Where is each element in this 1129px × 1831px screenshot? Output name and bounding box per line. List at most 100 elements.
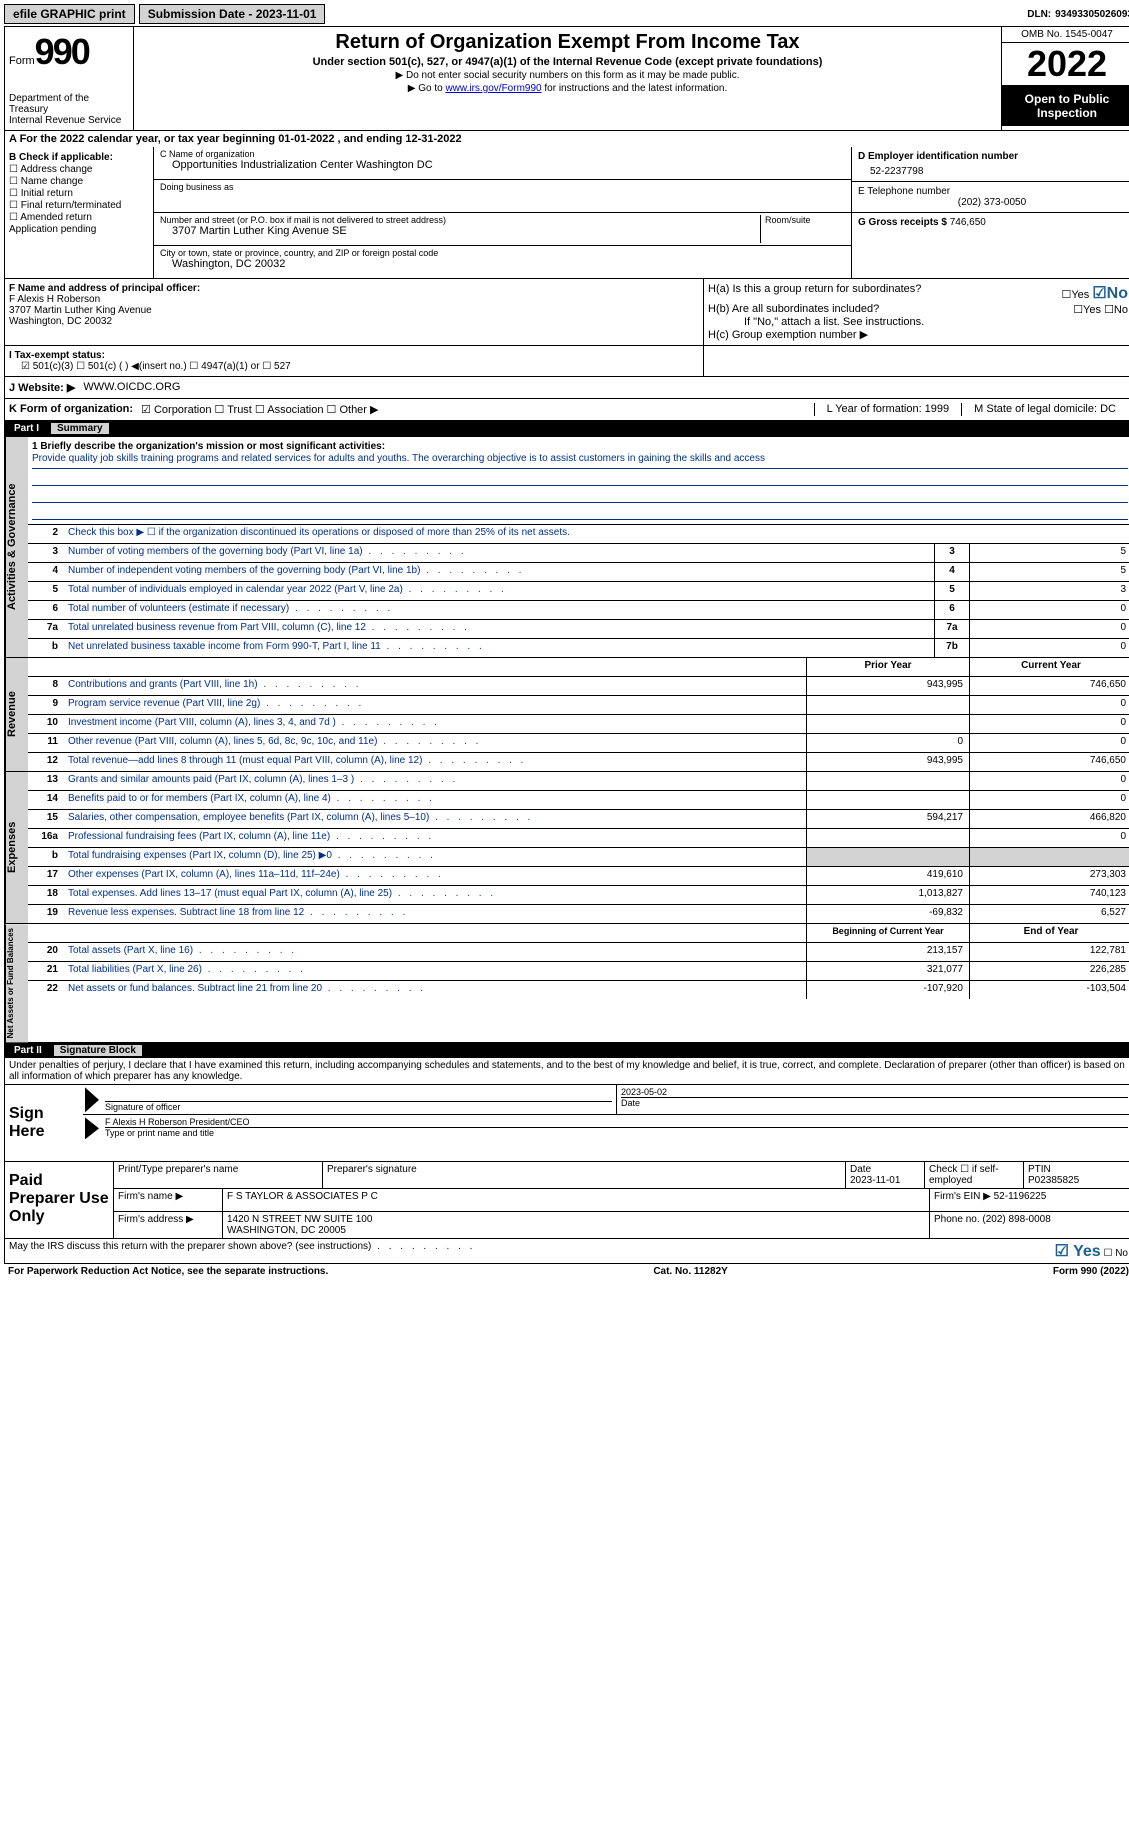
k-options[interactable]: ☑ Corporation ☐ Trust ☐ Association ☐ Ot…: [133, 403, 814, 416]
line-label: Investment income (Part VIII, column (A)…: [64, 715, 806, 733]
mission-text: Provide quality job skills training prog…: [32, 452, 1128, 469]
side-rev: Revenue: [5, 658, 28, 771]
discuss-yes[interactable]: ☑ Yes: [1055, 1243, 1101, 1260]
line-num: 22: [28, 981, 64, 999]
i-label: I Tax-exempt status:: [9, 350, 105, 361]
side-exp: Expenses: [5, 772, 28, 923]
firm-addr2: WASHINGTON, DC 20005: [227, 1225, 925, 1236]
ptin-value: P02385825: [1028, 1175, 1079, 1186]
prior-year-value: 213,157: [806, 943, 969, 961]
ha-yes[interactable]: ☐Yes: [1061, 289, 1089, 301]
cat-number: Cat. No. 11282Y: [653, 1266, 727, 1277]
prior-year-value: [806, 696, 969, 714]
summary-line: 11 Other revenue (Part VIII, column (A),…: [28, 734, 1129, 753]
side-ag: Activities & Governance: [5, 437, 28, 657]
prior-year-value: [806, 791, 969, 809]
summary-line: 16a Professional fundraising fees (Part …: [28, 829, 1129, 848]
submission-btn[interactable]: Submission Date - 2023-11-01: [139, 4, 326, 24]
line-label: Total assets (Part X, line 16): [64, 943, 806, 961]
line-num: 6: [28, 601, 64, 619]
line-value: 5: [969, 563, 1129, 581]
top-bar: efile GRAPHIC print Submission Date - 20…: [4, 4, 1129, 24]
form-title: Return of Organization Exempt From Incom…: [138, 31, 997, 54]
discuss-row: May the IRS discuss this return with the…: [4, 1239, 1129, 1264]
line-num: 11: [28, 734, 64, 752]
summary-line: 6 Total number of volunteers (estimate i…: [28, 601, 1129, 620]
form-number: 990: [35, 31, 89, 72]
discuss-no[interactable]: ☐ No: [1103, 1248, 1128, 1259]
line-num: 14: [28, 791, 64, 809]
city-state-zip: Washington, DC 20032: [160, 258, 845, 270]
summary-line: 3 Number of voting members of the govern…: [28, 544, 1129, 563]
self-employed-check[interactable]: Check ☐ if self-employed: [925, 1162, 1024, 1188]
netassets-section: Net Assets or Fund Balances Beginning of…: [4, 924, 1129, 1043]
chk-initial[interactable]: ☐ Initial return: [9, 188, 149, 199]
chk-address[interactable]: ☐ Address change: [9, 164, 149, 175]
i-options[interactable]: ☑ 501(c)(3) ☐ 501(c) ( ) ◀(insert no.) ☐…: [9, 361, 699, 372]
hb-yes[interactable]: ☐Yes: [1073, 304, 1101, 316]
l-year: L Year of formation: 1999: [814, 403, 962, 416]
current-year-value: 0: [969, 696, 1129, 714]
sign-here-block: Sign Here Signature of officer 2023-05-0…: [4, 1085, 1129, 1162]
tel-value: (202) 373-0050: [858, 197, 1126, 208]
line-num: 12: [28, 753, 64, 771]
line-label: Contributions and grants (Part VIII, lin…: [64, 677, 806, 695]
line-label: Total fundraising expenses (Part IX, col…: [64, 848, 806, 866]
line-value: 5: [969, 544, 1129, 562]
current-year-value: 226,285: [969, 962, 1129, 980]
line-num: 16a: [28, 829, 64, 847]
line-box: 4: [934, 563, 969, 581]
prep-sig-label: Preparer's signature: [323, 1162, 846, 1188]
part2-num: Part II: [10, 1045, 54, 1056]
line-num: 10: [28, 715, 64, 733]
current-year-value: -103,504: [969, 981, 1129, 999]
gross-value: 746,650: [950, 217, 986, 228]
firm-ein: 52-1196225: [994, 1191, 1047, 1202]
summary-line: 9 Program service revenue (Part VIII, li…: [28, 696, 1129, 715]
irs-link[interactable]: www.irs.gov/Form990: [445, 83, 541, 94]
line-label: Total unrelated business revenue from Pa…: [64, 620, 934, 638]
paperwork-notice: For Paperwork Reduction Act Notice, see …: [8, 1266, 328, 1277]
line-box: 3: [934, 544, 969, 562]
current-year-value: [969, 848, 1129, 866]
street-address: 3707 Martin Luther King Avenue SE: [160, 225, 760, 237]
paid-preparer-block: Paid Preparer Use Only Print/Type prepar…: [4, 1162, 1129, 1239]
line-label: Benefits paid to or for members (Part IX…: [64, 791, 806, 809]
summary-line: 7a Total unrelated business revenue from…: [28, 620, 1129, 639]
mission-q: 1 Briefly describe the organization's mi…: [32, 441, 1128, 452]
line-label: Program service revenue (Part VIII, line…: [64, 696, 806, 714]
ha-no[interactable]: ☑No: [1092, 285, 1128, 302]
chk-amended[interactable]: ☐ Amended return: [9, 212, 149, 223]
firm-phone: (202) 898-0008: [982, 1214, 1050, 1225]
efile-btn[interactable]: efile GRAPHIC print: [4, 4, 135, 24]
firm-name: F S TAYLOR & ASSOCIATES P C: [223, 1189, 930, 1211]
arrow-icon: [85, 1087, 99, 1112]
summary-line: 12 Total revenue—add lines 8 through 11 …: [28, 753, 1129, 771]
main-info-block: B Check if applicable: ☐ Address change …: [4, 147, 1129, 279]
line-label: Number of voting members of the governin…: [64, 544, 934, 562]
chk-name[interactable]: ☐ Name change: [9, 176, 149, 187]
line-num: 8: [28, 677, 64, 695]
dept-treasury: Department of the Treasury: [9, 93, 129, 115]
b-header: B Check if applicable:: [9, 152, 149, 163]
line-num: 15: [28, 810, 64, 828]
chk-final[interactable]: ☐ Final return/terminated: [9, 200, 149, 211]
prior-year-value: 419,610: [806, 867, 969, 885]
chk-pending[interactable]: Application pending: [9, 224, 149, 235]
line-num: 19: [28, 905, 64, 923]
line-num: 4: [28, 563, 64, 581]
prior-year-hdr: Prior Year: [806, 658, 969, 676]
line-num: 5: [28, 582, 64, 600]
officer-addr1: 3707 Martin Luther King Avenue: [9, 305, 699, 316]
summary-line: 18 Total expenses. Add lines 13–17 (must…: [28, 886, 1129, 905]
omb-number: OMB No. 1545-0047: [1002, 27, 1129, 43]
hc-label: H(c) Group exemption number ▶: [708, 328, 1128, 341]
hb-no[interactable]: ☐No: [1104, 304, 1128, 316]
prior-year-value: 943,995: [806, 753, 969, 771]
activities-governance-section: Activities & Governance 1 Briefly descri…: [4, 436, 1129, 658]
line-num: 18: [28, 886, 64, 904]
firm-name-label: Firm's name ▶: [114, 1189, 223, 1211]
c-name-label: C Name of organization: [160, 149, 845, 159]
current-year-value: 6,527: [969, 905, 1129, 923]
prior-year-value: [806, 715, 969, 733]
